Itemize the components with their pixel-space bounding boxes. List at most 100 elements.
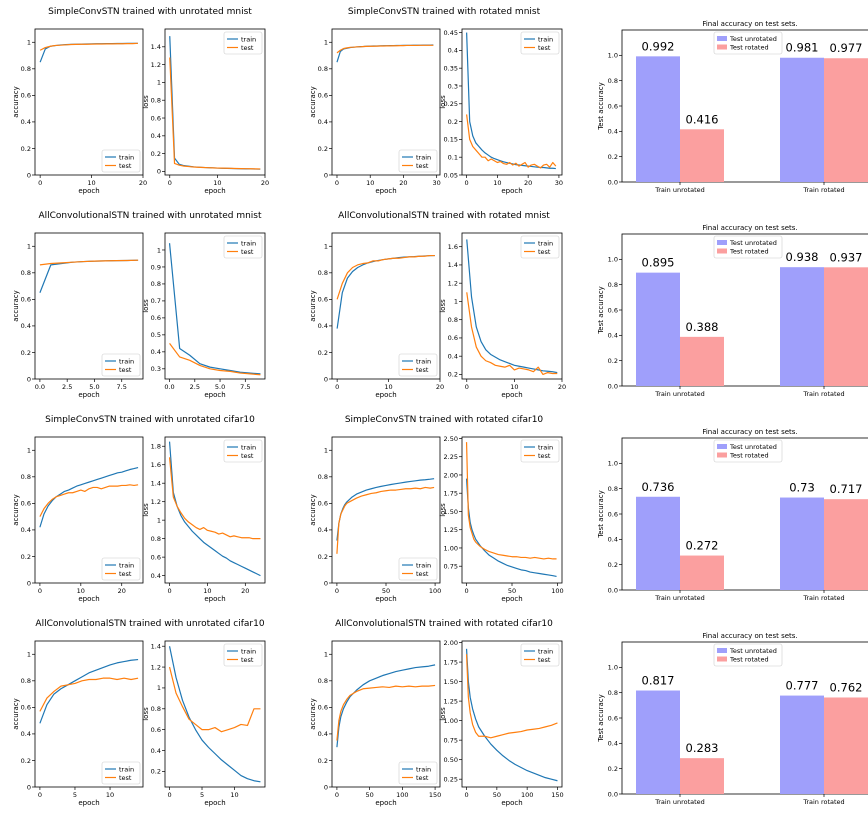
legend-label: train — [241, 443, 256, 451]
y-tick-label: 1.75 — [444, 658, 458, 666]
y-tick-label: 1 — [157, 246, 161, 254]
bar — [636, 272, 680, 386]
x-tick-label: 0 — [465, 383, 469, 391]
x-tick-label: 0 — [335, 179, 339, 187]
series-line-train — [168, 646, 261, 783]
x-axis-label: epoch — [375, 595, 396, 603]
series-line-test — [465, 654, 558, 739]
y-tick-label: 0.4 — [151, 348, 161, 356]
y-tick-label: 1 — [454, 298, 458, 306]
series-line-test — [465, 442, 557, 560]
y-tick-label: 1.2 — [448, 279, 458, 287]
chart-title: Final accuracy on test sets. — [702, 224, 797, 232]
y-axis-label: loss — [439, 299, 447, 313]
x-axis-label: epoch — [501, 799, 522, 807]
legend-swatch — [717, 44, 727, 50]
x-tick-label: 30 — [555, 179, 563, 187]
legend-box — [520, 643, 560, 667]
series-line-train — [168, 441, 261, 577]
legend-label: test — [416, 366, 429, 374]
x-tick-label: 0 — [335, 383, 339, 391]
y-tick-label: 0.8 — [318, 65, 328, 73]
y-tick-label: 1.00 — [444, 544, 458, 552]
y-tick-label: 0.1 — [448, 153, 458, 161]
y-axis-label: loss — [439, 95, 447, 109]
line-chart: 0.2 0.4 0.6 0.8 1 1.2 1.4 1.6 0 10 20 epoch loss trai… — [439, 232, 566, 399]
y-axis-label: accuracy — [12, 494, 20, 526]
bar — [636, 496, 680, 590]
x-axis-label: epoch — [501, 391, 522, 399]
legend-label: test — [416, 570, 429, 578]
y-tick-label: 2.00 — [444, 471, 458, 479]
y-axis-label: loss — [142, 503, 150, 517]
y-tick-label: 0 — [324, 579, 328, 587]
line-chart: 00.20.40.60.810 10 20epochaccuracytraintes… — [12, 28, 147, 195]
chart-group-title: AllConvolutionalSTN trained with rotated… — [338, 211, 550, 221]
legend-box — [101, 557, 141, 581]
y-tick-label: 2.50 — [444, 435, 458, 443]
legend-box — [398, 761, 438, 785]
x-tick-label: 5.0 — [89, 383, 99, 391]
y-tick-label: 1.2 — [151, 61, 161, 69]
y-tick-label: 0.4 — [448, 47, 458, 55]
x-tick-label: 10 — [510, 383, 518, 391]
x-axis-label: epoch — [78, 187, 99, 195]
y-tick-label: 0.8 — [608, 689, 618, 697]
series-line-test — [39, 484, 139, 517]
x-axis-label: epoch — [375, 391, 396, 399]
y-tick-label: 0.6 — [151, 114, 161, 122]
series-line-train — [336, 254, 435, 329]
x-tick-label: 10 — [106, 791, 114, 799]
y-tick-label: 0.6 — [448, 334, 458, 342]
x-tick-label: 0 — [335, 791, 339, 799]
y-tick-label: 1 — [27, 447, 31, 455]
series-line-test — [466, 292, 558, 376]
x-tick-label: 20 — [261, 179, 269, 187]
legend-label: train — [538, 647, 553, 655]
line-chart: 00.20.40.60.810 10 20 30epochaccuracytraint… — [309, 28, 441, 195]
y-tick-label: 1.00 — [444, 717, 458, 725]
y-tick-label: 0 — [157, 168, 161, 176]
x-tick-label: 0.0 — [35, 383, 45, 391]
y-tick-label: 0.05 — [444, 171, 458, 179]
y-tick-label: 0.75 — [444, 736, 458, 744]
bar-value-label: 0.937 — [830, 250, 863, 264]
y-axis-label: loss — [439, 707, 447, 721]
y-axis-label: accuracy — [309, 86, 317, 118]
series-line-train — [466, 239, 558, 374]
bar-value-label: 0.73 — [789, 481, 815, 495]
bar-value-label: 0.736 — [642, 480, 675, 494]
bar-value-label: 0.283 — [686, 741, 719, 755]
y-tick-label: 0.2 — [21, 349, 31, 357]
x-tick-label: 150 — [429, 791, 441, 799]
y-tick-label: 0 — [27, 171, 31, 179]
y-tick-label: 0.6 — [21, 92, 31, 100]
y-tick-label: 0.8 — [21, 269, 31, 277]
x-tick-label: 7.5 — [240, 383, 250, 391]
y-tick-label: 1.2 — [151, 663, 161, 671]
chart-title: Final accuracy on test sets. — [702, 20, 797, 28]
legend-label: train — [538, 239, 553, 247]
x-tick-label: 10 — [77, 587, 85, 595]
y-tick-label: 1 — [324, 447, 328, 455]
x-tick-label: 100 — [429, 587, 441, 595]
line-chart: 0.05 0.1 0.15 0.2 0.25 0.3 0.35 0.4 0.45 0 10 20 30 e… — [439, 28, 563, 195]
category-label: Train rotated — [802, 186, 844, 194]
axes-frame — [34, 640, 144, 788]
legend-label: Test rotated — [729, 656, 769, 664]
axes-frame — [164, 232, 266, 380]
legend-swatch — [717, 452, 727, 458]
chart-group-title: AllConvolutionalSTN trained with unrotat… — [35, 619, 264, 629]
y-tick-label: 0.50 — [444, 756, 458, 764]
line-chart: 0.75 1.00 1.25 1.50 1.75 2.00 2.25 2.50 0 50 100 ep… — [439, 435, 564, 603]
y-tick-label: 1 — [157, 684, 161, 692]
y-tick-label: 0.2 — [318, 553, 328, 561]
line-chart: 00.20.40.60.810 10 20epochaccuracytraintes… — [12, 436, 144, 603]
legend-swatch — [717, 36, 727, 41]
